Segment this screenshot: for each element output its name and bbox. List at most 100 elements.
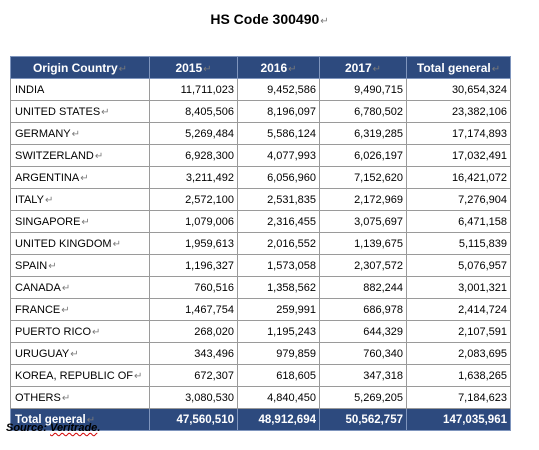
cell-2015: 2,572,100: [149, 188, 238, 211]
paragraph-mark-icon: ↵: [92, 326, 101, 338]
cell-2016: 8,196,097: [237, 100, 320, 123]
table-row: GERMANY↵ 5,269,484 5,586,124 6,319,285 17,17…: [10, 122, 511, 145]
cell-2015: 1,467,754: [149, 298, 238, 321]
cell-2016: 2,531,835: [237, 188, 320, 211]
cell-2015: 8,405,506: [149, 100, 238, 123]
footer-2016: 48,912,694: [237, 408, 320, 431]
paragraph-mark-icon: ↵: [372, 63, 382, 75]
cell-total: 5,076,957: [406, 254, 511, 277]
header-total-general: Total general↵: [406, 56, 511, 79]
cell-2017: 644,329: [319, 320, 407, 343]
paragraph-mark-icon: ↵: [288, 63, 297, 75]
cell-total: 6,471,158: [406, 210, 511, 233]
cell-2017: 6,026,197: [319, 144, 407, 167]
table-row: ARGENTINA↵ 3,211,492 6,056,960 7,152,620 16,…: [10, 166, 511, 189]
cell-total: 2,107,591: [406, 320, 511, 343]
table-row: INDIA 11,711,023 9,452,586 9,490,715 30,654,…: [10, 78, 511, 101]
cell-2016: 9,452,586: [237, 78, 320, 101]
paragraph-mark-icon: ↵: [94, 150, 104, 162]
cell-country: INDIA: [10, 78, 150, 101]
cell-2015: 3,211,492: [149, 166, 238, 189]
cell-country: SINGAPORE↵: [10, 210, 150, 233]
cell-country: ITALY↵: [10, 188, 150, 211]
table-row: OTHERS↵ 3,080,530 4,840,450 5,269,205 7,184,…: [10, 386, 511, 409]
cell-country: SPAIN↵: [10, 254, 150, 277]
cell-total: 17,032,491: [406, 144, 511, 167]
cell-country: SWITZERLAND↵: [10, 144, 150, 167]
source-name: Veritrade: [50, 422, 98, 434]
cell-2015: 343,496: [149, 342, 238, 365]
cell-2017: 3,075,697: [319, 210, 407, 233]
paragraph-mark-icon: ↵: [81, 216, 90, 228]
cell-2015: 268,020: [149, 320, 238, 343]
paragraph-mark-icon: ↵: [86, 414, 96, 426]
paragraph-mark-icon: ↵: [133, 370, 143, 382]
table-row: KOREA, REPUBLIC OF↵ 672,307 618,605 347,318…: [10, 364, 511, 387]
source-note: Source: Veritrade.: [6, 422, 101, 434]
cell-2015: 1,959,613: [149, 232, 238, 255]
cell-total: 17,174,893: [406, 122, 511, 145]
trade-table: Origin Country↵ 2015↵ 2016↵ 2017↵ Total …: [10, 56, 511, 431]
table-row: ITALY↵ 2,572,100 2,531,835 2,172,969 7,276,9…: [10, 188, 511, 211]
footer-2017: 50,562,757: [319, 408, 407, 431]
table-row: FRANCE↵ 1,467,754 259,991 686,978 2,414,724: [10, 298, 511, 321]
cell-country: FRANCE↵: [10, 298, 150, 321]
paragraph-mark-icon: ↵: [118, 63, 128, 75]
cell-total: 3,001,321: [406, 276, 511, 299]
cell-2017: 6,319,285: [319, 122, 407, 145]
paragraph-mark-icon: ↵: [70, 348, 79, 360]
cell-2015: 11,711,023: [149, 78, 238, 101]
footer-label: Total general↵: [10, 408, 150, 431]
cell-country: GERMANY↵: [10, 122, 150, 145]
cell-2016: 979,859: [237, 342, 320, 365]
cell-country: URUGUAY↵: [10, 342, 150, 365]
cell-2017: 347,318: [319, 364, 407, 387]
cell-2016: 2,016,552: [237, 232, 320, 255]
cell-2016: 1,573,058: [237, 254, 320, 277]
table-row: SWITZERLAND↵ 6,928,300 4,077,993 6,026,197 1…: [10, 144, 511, 167]
header-2015: 2015↵: [149, 56, 238, 79]
paragraph-mark-icon: ↵: [61, 282, 71, 294]
table-row: SPAIN↵ 1,196,327 1,573,058 2,307,572 5,076,9…: [10, 254, 511, 277]
document-title: HS Code 300490↵: [0, 11, 539, 27]
cell-2015: 1,196,327: [149, 254, 238, 277]
cell-country: ARGENTINA↵: [10, 166, 150, 189]
table-row: PUERTO RICO↵ 268,020 1,195,243 644,329 2,107…: [10, 320, 511, 343]
paragraph-mark-icon: ↵: [61, 392, 71, 404]
cell-2017: 2,172,969: [319, 188, 407, 211]
cell-2017: 9,490,715: [319, 78, 407, 101]
cell-total: 16,421,072: [406, 166, 511, 189]
cell-total: 7,184,623: [406, 386, 511, 409]
paragraph-mark-icon: ↵: [44, 194, 54, 206]
cell-country: UNITED STATES↵: [10, 100, 150, 123]
cell-2015: 672,307: [149, 364, 238, 387]
table-row: SINGAPORE↵ 1,079,006 2,316,455 3,075,697 6,4…: [10, 210, 511, 233]
cell-2016: 1,358,562: [237, 276, 320, 299]
cell-country: OTHERS↵: [10, 386, 150, 409]
cell-country: CANADA↵: [10, 276, 150, 299]
cell-total: 1,638,265: [406, 364, 511, 387]
table-footer-row: Total general↵ 47,560,510 48,912,694 50,…: [10, 408, 511, 431]
paragraph-mark-icon: ↵: [71, 128, 81, 140]
paragraph-mark-icon: ↵: [101, 106, 110, 118]
cell-total: 30,654,324: [406, 78, 511, 101]
paragraph-mark-icon: ↵: [80, 172, 89, 184]
cell-2016: 259,991: [237, 298, 320, 321]
header-2017: 2017↵: [319, 56, 407, 79]
cell-2016: 618,605: [237, 364, 320, 387]
paragraph-mark-icon: ↵: [491, 63, 501, 75]
cell-total: 7,276,904: [406, 188, 511, 211]
header-origin-country: Origin Country↵: [10, 56, 150, 79]
paragraph-mark-icon: ↵: [48, 260, 57, 272]
footer-2015: 47,560,510: [149, 408, 238, 431]
cell-2015: 6,928,300: [149, 144, 238, 167]
cell-2016: 4,077,993: [237, 144, 320, 167]
header-2016: 2016↵: [237, 56, 320, 79]
cell-2015: 1,079,006: [149, 210, 238, 233]
footer-total: 147,035,961: [406, 408, 511, 431]
cell-country: PUERTO RICO↵: [10, 320, 150, 343]
cell-2015: 760,516: [149, 276, 238, 299]
cell-country: KOREA, REPUBLIC OF↵: [10, 364, 150, 387]
table-row: UNITED KINGDOM↵ 1,959,613 2,016,552 1,139,6…: [10, 232, 511, 255]
cell-2017: 2,307,572: [319, 254, 407, 277]
